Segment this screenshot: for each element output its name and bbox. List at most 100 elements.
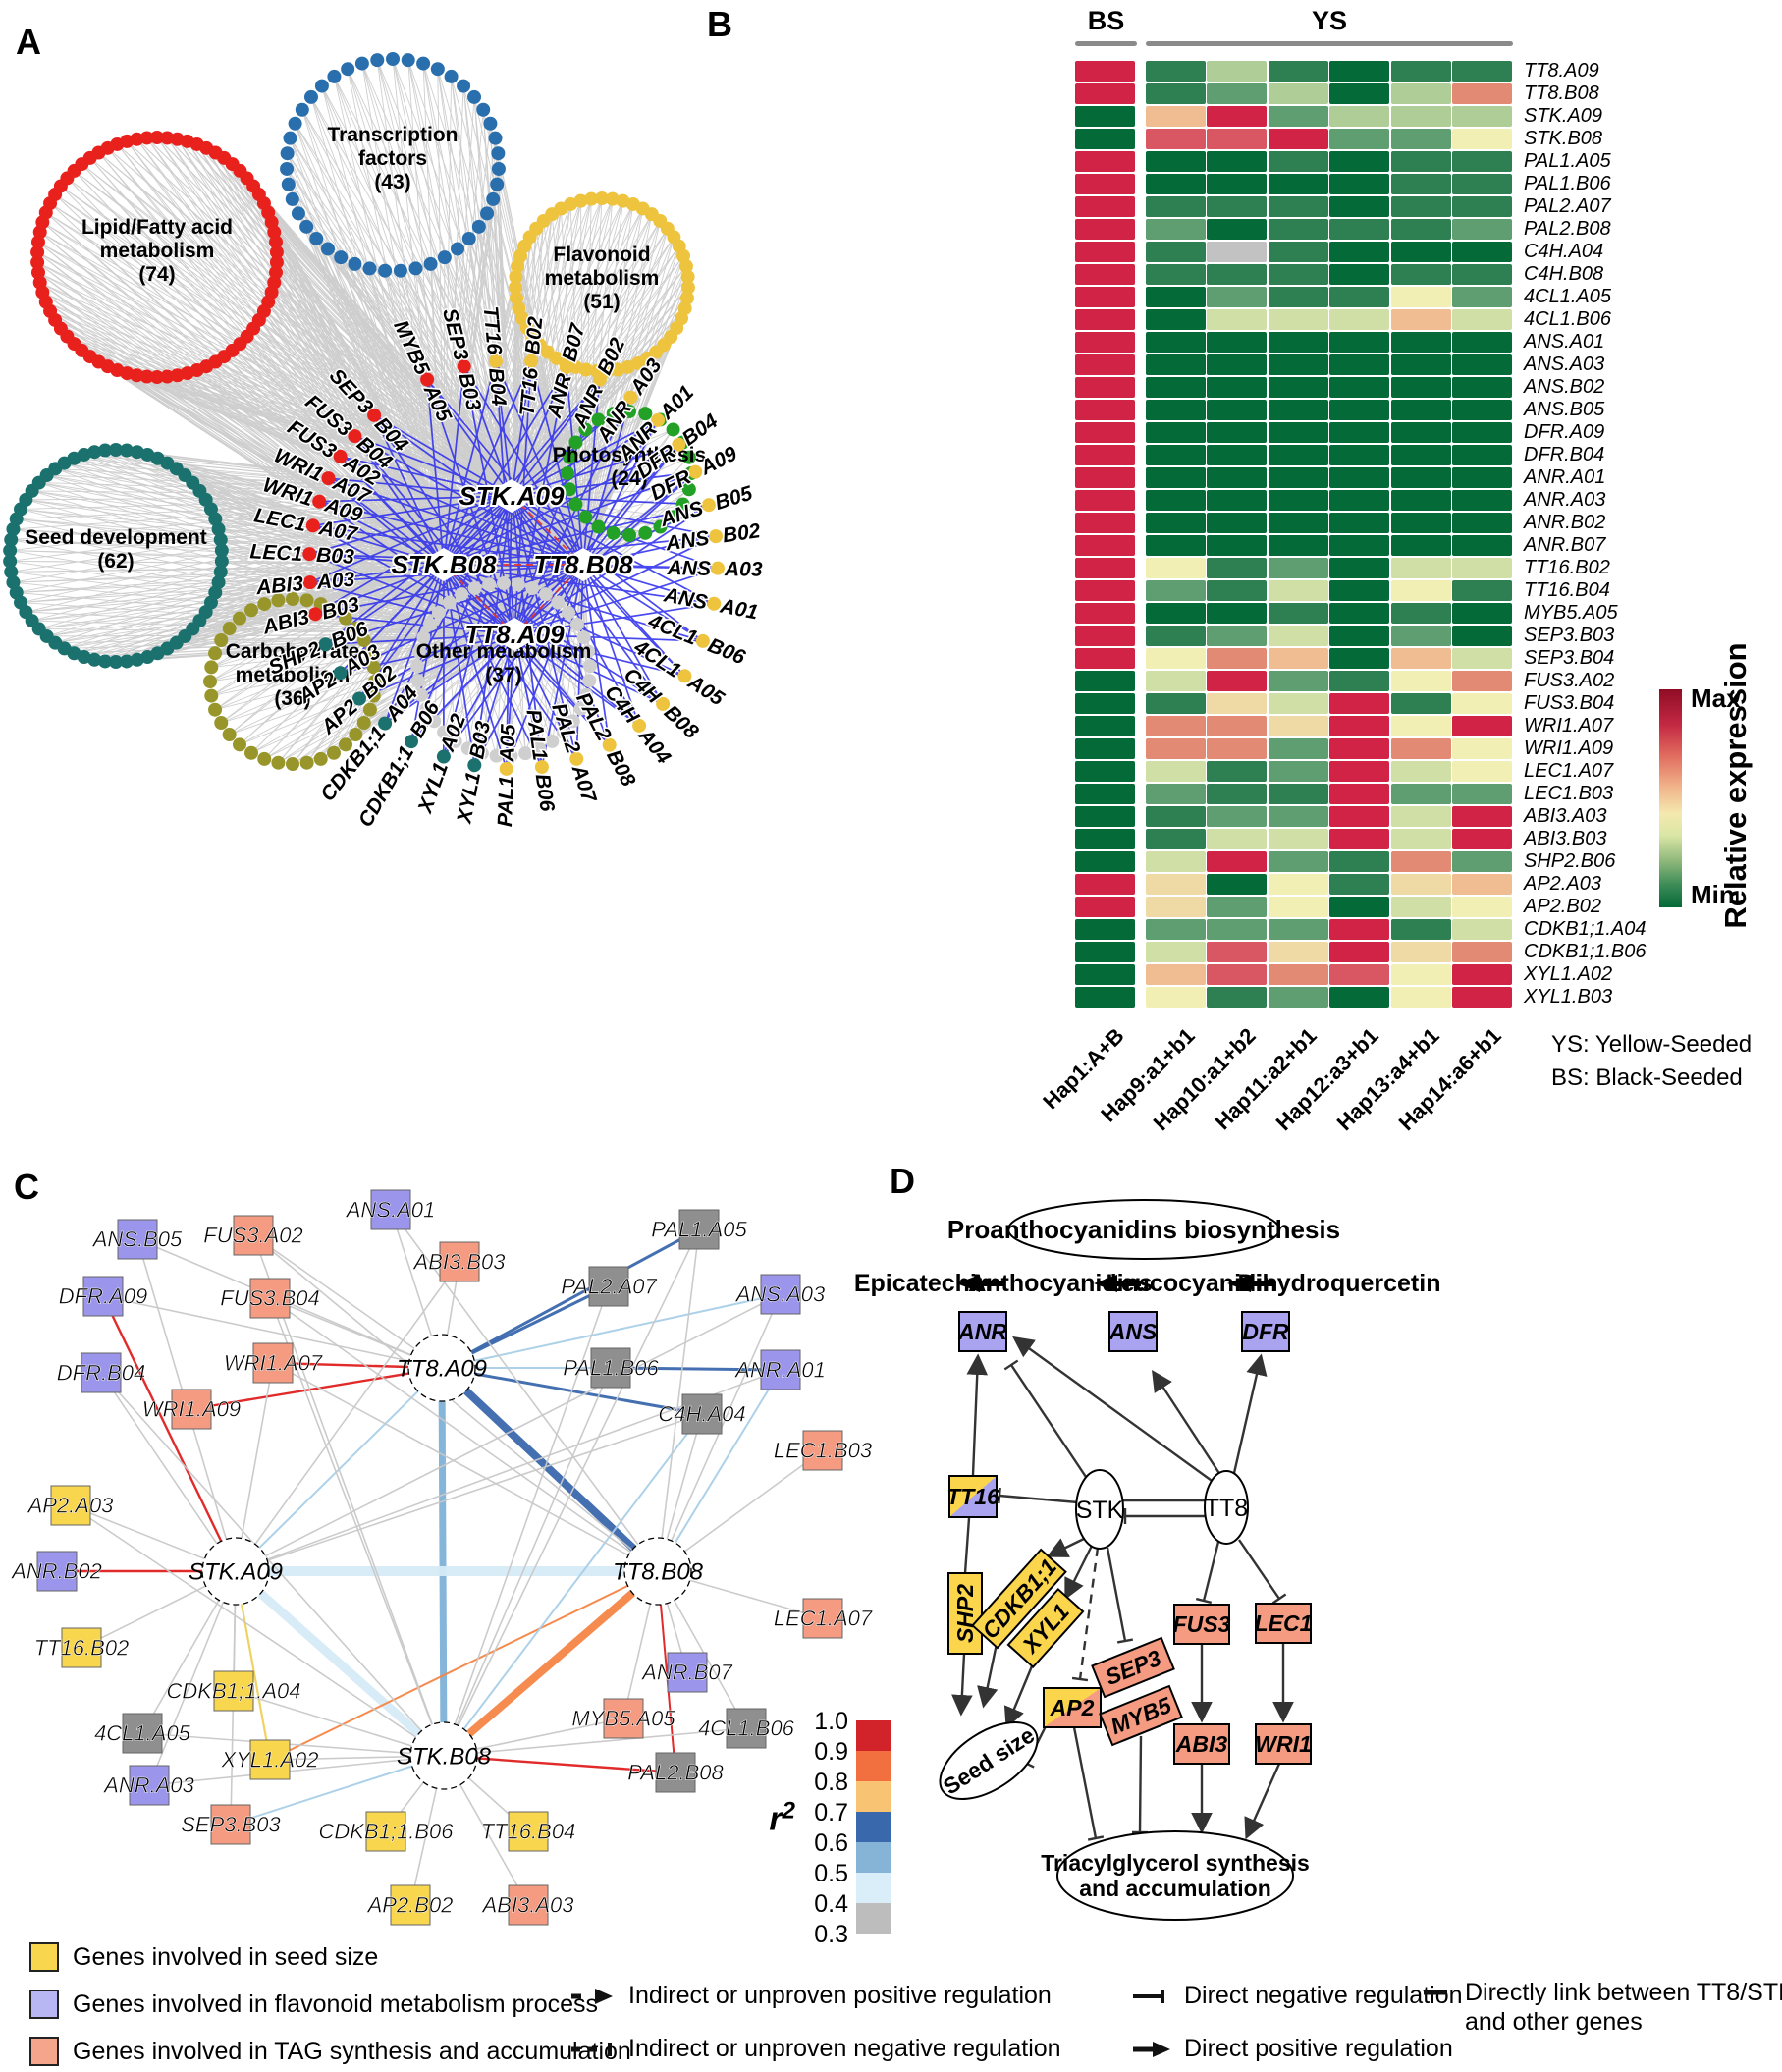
- svg-text:A02: A02: [436, 711, 470, 755]
- gene-dot: [333, 449, 348, 463]
- pathway-box-label: ANR: [957, 1319, 1007, 1344]
- heatmap-row-label: FUS3.A02: [1524, 670, 1615, 691]
- r2-tick-label: 0.7: [814, 1799, 848, 1827]
- legend-direct-positive-label: Direct positive regulation: [1184, 2035, 1453, 2062]
- gene-node-label: PAL1.B06: [563, 1356, 659, 1381]
- heatmap-cell: [1075, 829, 1135, 849]
- pathway-box-FUS3: FUS3: [1173, 1604, 1231, 1645]
- svg-text:Proanthocyanidins biosynthesis: Proanthocyanidins biosynthesis: [947, 1215, 1340, 1244]
- heatmap-cell: [1146, 151, 1206, 172]
- heatmap-cell: [1390, 61, 1451, 82]
- cluster-label: metabolism: [100, 240, 215, 262]
- heatmap-cell: [1075, 626, 1135, 646]
- heatmap-row-label: AP2.A03: [1524, 873, 1601, 895]
- heatmap-row-label: STK.A09: [1524, 105, 1603, 127]
- dash-arrow-icon: [571, 1988, 613, 2004]
- heatmap-cell: [1452, 603, 1512, 624]
- heatmap-cell: [1268, 196, 1328, 217]
- gene-dot: [592, 372, 607, 387]
- bs-note: BS: Black-Seeded: [1551, 1064, 1743, 1091]
- r2-legend: 1.0 0.9 0.8 0.70.6 0.5 0.4 0.3 r2: [769, 1708, 891, 1948]
- gene-dot: [302, 575, 317, 590]
- heatmap-cell: [1390, 987, 1451, 1008]
- heatmap-cell: [1452, 445, 1512, 465]
- gene-node-label: TT16.B02: [34, 1636, 130, 1661]
- heatmap-cell: [1268, 784, 1328, 804]
- r2-tick-label: 0.6: [814, 1829, 848, 1857]
- gene-node-label: FUS3.A02: [203, 1224, 303, 1248]
- heatmap-cell: [1390, 851, 1451, 872]
- svg-text:STK: STK: [1076, 1497, 1124, 1524]
- gene-node-4CL1.A05: 4CL1.A05: [94, 1713, 191, 1754]
- gene-node-ANS.A03: ANS.A03: [734, 1274, 826, 1315]
- heatmap-cell: [1146, 445, 1206, 465]
- colorbar: [1659, 689, 1682, 907]
- heatmap-cell: [1329, 422, 1390, 443]
- heatmap-cell: [1452, 490, 1512, 511]
- heatmap-cell: [1075, 400, 1135, 420]
- heatmap-row-label: STK.B08: [1524, 128, 1603, 149]
- heatmap-cell: [1390, 964, 1451, 985]
- heatmap-cell: [1268, 603, 1328, 624]
- heatmap-cell: [1452, 83, 1512, 104]
- gene-node-AP2.A03: AP2.A03: [26, 1485, 114, 1526]
- gene-dot: [352, 691, 366, 706]
- heatmap-cell: [1329, 738, 1390, 759]
- heatmap-cell: [1146, 851, 1206, 872]
- hub-node-label: STK.B08: [397, 1743, 492, 1770]
- heatmap-cell: [1452, 196, 1512, 217]
- bs-group-bar: [1075, 41, 1137, 46]
- heatmap-cell: [1146, 693, 1206, 714]
- r2-tick-label: 0.8: [814, 1769, 848, 1796]
- gene-dot: [405, 735, 418, 749]
- heatmap-row-label: WRI1.A07: [1524, 715, 1614, 736]
- svg-text:B04: B04: [484, 367, 510, 408]
- gene-dot: [312, 494, 327, 509]
- heatmap-cell: [1390, 558, 1451, 578]
- gene-node-label: PAL2.A07: [561, 1275, 657, 1299]
- heatmap-cell: [1390, 151, 1451, 172]
- heatmap-cell: [1268, 648, 1328, 669]
- heatmap-cell: [1075, 264, 1135, 285]
- heatmap-cell: [1452, 242, 1512, 262]
- gene-node-label: WRI1.A09: [142, 1397, 241, 1422]
- pathway-box-label: ABI3: [1175, 1731, 1228, 1757]
- gene-dot: [436, 749, 451, 764]
- heatmap-cell: [1075, 648, 1135, 669]
- heatmap-cell: [1268, 987, 1328, 1008]
- hub-label: STK.B08: [392, 550, 497, 579]
- heatmap-cell: [1146, 919, 1206, 940]
- ys-group-bar: [1146, 41, 1513, 46]
- heatmap-row-label: FUS3.B04: [1524, 692, 1615, 714]
- gene-node-ANS.B05: ANS.B05: [91, 1219, 183, 1260]
- cluster-label: Seed development: [25, 526, 207, 549]
- gene-node-label: ANR.A01: [733, 1358, 826, 1383]
- colorbar-min-label: Min: [1691, 880, 1735, 909]
- heatmap-cell: [1452, 897, 1512, 917]
- hub-node-STK.A09: STK.A09: [189, 1537, 283, 1606]
- heatmap-cell: [1207, 648, 1268, 669]
- heatmap-cell: [1452, 761, 1512, 782]
- heatmap-cell: [1268, 806, 1328, 827]
- gene-node-label: ANS.A03: [734, 1282, 826, 1307]
- heatmap-cell: [1452, 964, 1512, 985]
- svg-text:and accumulation: and accumulation: [1079, 1876, 1271, 1901]
- legend-direct-negative: Direct negative regulation: [1131, 1982, 1463, 2010]
- heatmap-row-label: LEC1.B03: [1524, 783, 1614, 804]
- r2-legend-block: [856, 1720, 891, 1751]
- r2-legend-block: [856, 1903, 891, 1934]
- heatmap-cell: [1207, 106, 1268, 127]
- hub-TT8.B08: TT8.B08: [531, 548, 635, 581]
- r2-legend-block: [856, 1781, 891, 1812]
- heatmap-cell: [1207, 467, 1268, 488]
- heatmap-cell: [1268, 671, 1328, 691]
- heatmap-cell: [1268, 467, 1328, 488]
- gene-node-label: DFR.B04: [57, 1361, 145, 1386]
- gene-node-label: 4CL1.A05: [94, 1721, 191, 1746]
- heatmap-cell: [1390, 761, 1451, 782]
- heatmap-cell: [1268, 332, 1328, 353]
- heatmap-cell: [1075, 61, 1135, 82]
